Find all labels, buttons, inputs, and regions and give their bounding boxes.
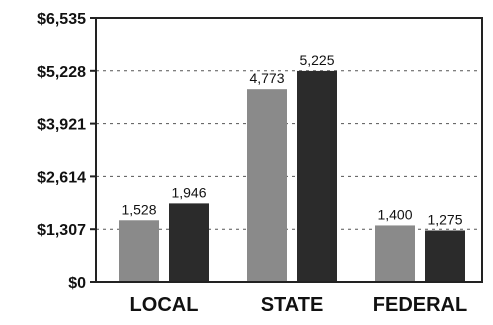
bar [375,225,415,282]
y-tick-label: $3,921 [37,117,86,134]
x-tick-label: FEDERAL [373,294,467,316]
data-label: 1,400 [377,206,412,222]
data-label: 1,528 [121,201,156,217]
data-label: 1,946 [171,184,206,200]
gridlines [96,70,482,230]
y-tick-label: $1,307 [37,222,86,239]
plot-frame [95,17,483,283]
data-label: 5,225 [299,52,334,68]
bar [297,70,337,282]
bar [247,89,287,282]
x-tick-label: LOCAL [130,294,199,316]
y-tick-label: $2,614 [37,169,86,186]
y-axis: $0 $1,307 $2,614 $3,921 $5,228 $6,535 [37,11,96,292]
x-tick-label: STATE [261,294,324,316]
bar [119,220,159,282]
bar [425,230,465,282]
data-label: 1,275 [427,211,462,227]
y-tick-label: $0 [68,275,86,292]
bars [119,70,465,282]
y-tick-label: $5,228 [37,64,86,81]
x-axis: LOCAL STATE FEDERAL [130,294,468,316]
bar [169,203,209,282]
data-label: 4,773 [249,70,284,86]
y-tick-label: $6,535 [37,11,86,28]
data-labels: 1,528 1,946 4,773 5,225 1,400 1,275 [121,52,462,228]
